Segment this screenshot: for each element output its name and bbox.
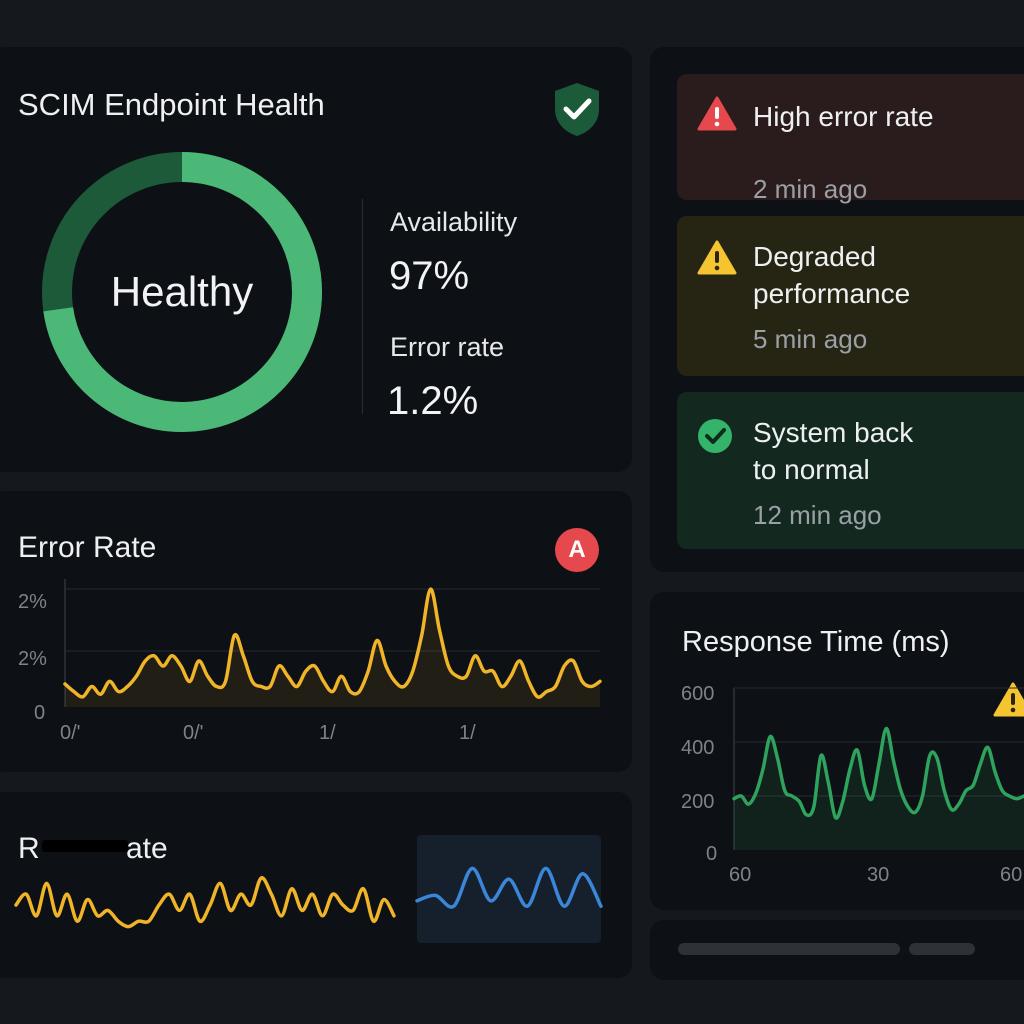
alert-title: Degraded performance	[753, 241, 911, 309]
shield-check-icon	[555, 83, 599, 136]
x-tick-label: 1/	[319, 722, 336, 744]
x-tick-label: 1/	[459, 722, 476, 744]
y-tick-label: 2%	[18, 648, 47, 670]
alert-title: High error rate	[753, 101, 934, 132]
warning-triangle-icon	[697, 240, 737, 275]
x-tick-label: 0/'	[183, 722, 204, 744]
alert-high-error-rate[interactable]: High error rate 2 min ago	[677, 74, 1024, 204]
series-area	[734, 728, 1024, 850]
y-tick-label: 200	[681, 791, 715, 813]
placeholder-bar	[909, 943, 975, 955]
health-card: SCIM Endpoint Health Healthy Availabilit…	[0, 47, 632, 472]
error-rate-value: 1.2%	[387, 379, 479, 423]
series-line	[63, 587, 602, 699]
series-line	[732, 726, 1024, 820]
warning-triangle-icon[interactable]	[993, 682, 1024, 718]
rate-card-title-end: ate	[126, 832, 168, 865]
error-rate-label: Error rate	[390, 332, 505, 362]
series-line	[415, 866, 603, 909]
alerts-panel: High error rate 2 min ago Degraded perfo…	[650, 47, 1024, 572]
alert-system-normal[interactable]: System back to normal 12 min ago	[677, 392, 1024, 549]
response-time-card: Response Time (ms) 600 400 200 0 60 30 6…	[650, 592, 1024, 910]
x-tick-label: 30	[867, 864, 890, 886]
alert-badge-icon[interactable]: A	[555, 528, 599, 572]
availability-label: Availability	[390, 207, 518, 237]
response-time-chart	[732, 687, 1024, 850]
placeholder-bar	[678, 943, 900, 955]
health-status: Healthy	[110, 268, 254, 315]
x-tick-label: 60	[1000, 864, 1023, 886]
alert-time: 5 min ago	[753, 324, 868, 354]
y-tick-label: 2%	[18, 591, 47, 613]
alert-time: 12 min ago	[753, 500, 882, 530]
rate-sparkline	[14, 876, 396, 929]
y-tick-label: 400	[681, 737, 715, 759]
check-circle-icon	[698, 419, 732, 453]
rate-card-title-start: R	[18, 832, 40, 865]
alert-degraded-performance[interactable]: Degraded performance 5 min ago	[677, 216, 1024, 376]
y-tick-label: 0	[706, 843, 718, 865]
alert-title: System back to normal	[753, 417, 914, 485]
title-redaction-bar	[42, 840, 128, 852]
y-tick-label: 600	[681, 683, 715, 705]
series-line	[14, 876, 396, 929]
y-tick-label: 0	[34, 702, 46, 724]
error-rate-card: Error Rate A 2% 2% 0 0/' 0/' 1/ 1/	[0, 491, 632, 772]
series-area	[65, 589, 600, 707]
alert-time: 2 min ago	[753, 174, 868, 204]
metrics-divider	[362, 199, 363, 414]
x-tick-label: 60	[729, 864, 752, 886]
error-rate-title: Error Rate	[18, 531, 157, 564]
error-rate-chart	[63, 579, 602, 707]
health-card-title: SCIM Endpoint Health	[18, 87, 325, 122]
mini-chart-panel	[415, 835, 603, 943]
availability-value: 97%	[389, 254, 470, 298]
mini-blue-sparkline	[415, 866, 603, 909]
footer-card	[650, 920, 1024, 980]
x-tick-label: 0/'	[60, 722, 81, 744]
rate-card: R ate	[0, 792, 632, 978]
warning-triangle-icon	[697, 96, 737, 131]
response-time-title: Response Time (ms)	[682, 626, 950, 658]
health-donut	[42, 152, 322, 432]
